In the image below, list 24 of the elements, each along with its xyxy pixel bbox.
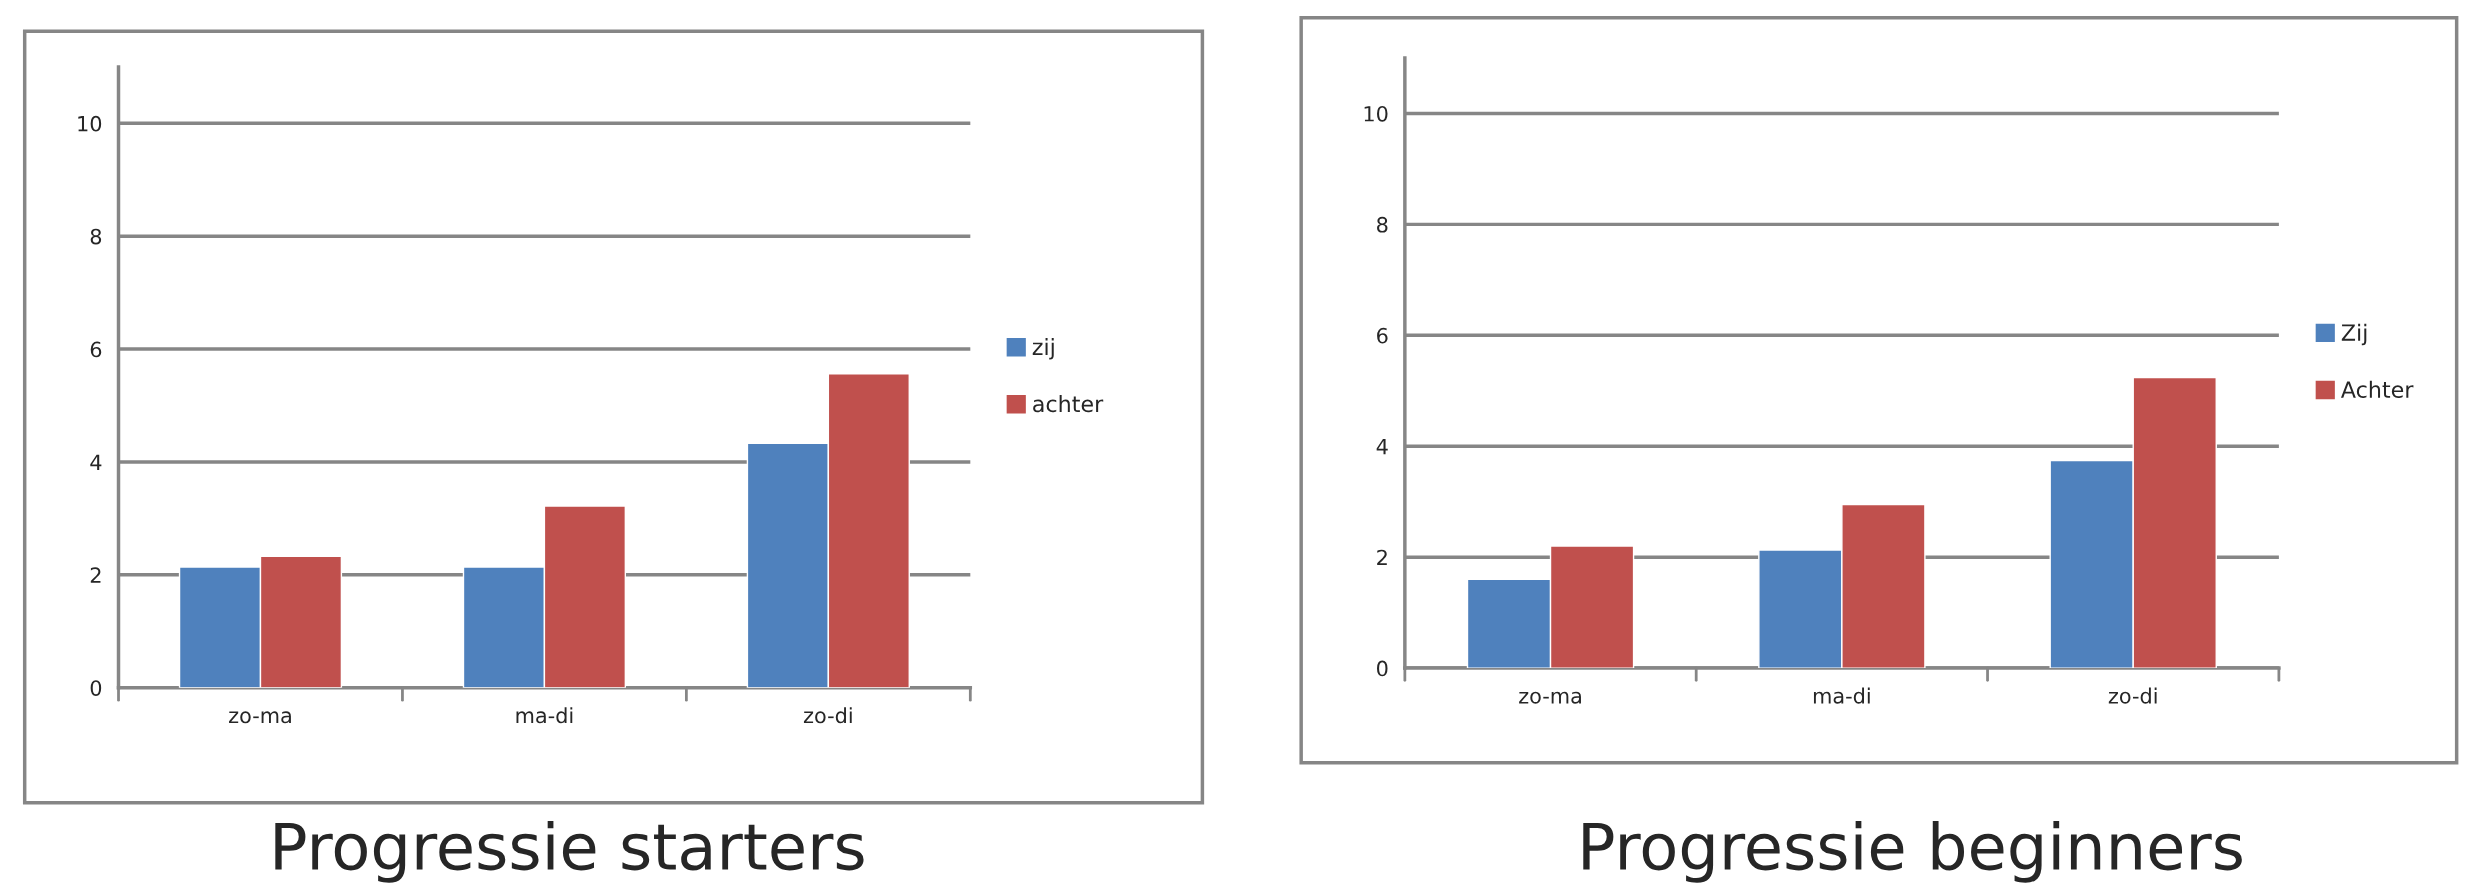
- y-tick-label: 0: [1377, 660, 1388, 677]
- legend-label: zij: [1032, 338, 1054, 360]
- y-tick-label: 8: [1377, 216, 1388, 233]
- x-tick-label: ma-di: [1813, 687, 1870, 704]
- legend-label: Achter: [2340, 380, 2414, 399]
- text: Progressie beginners: [1583, 820, 2242, 883]
- y-tick-label: 8: [90, 228, 102, 245]
- y-tick-label: 10: [1364, 105, 1388, 122]
- x-tick-label: zo-ma: [229, 711, 291, 724]
- x-tick-label: zo-ma: [1519, 691, 1581, 704]
- x-tick-label: zo-di: [803, 707, 852, 724]
- legend-label: achter: [1033, 395, 1104, 413]
- y-tick-label: 2: [90, 567, 101, 583]
- y-tick-label: 4: [90, 454, 102, 470]
- y-tick-label: 6: [90, 341, 102, 358]
- x-tick-label: ma-di: [516, 707, 573, 724]
- y-tick-label: 10: [78, 115, 102, 132]
- x-tick-label: zo-di: [2108, 687, 2157, 704]
- y-tick-label: 0: [90, 680, 102, 696]
- y-tick-label: 2: [1377, 549, 1387, 566]
- text: Progressie starters: [275, 820, 864, 883]
- y-tick-label: 4: [1376, 438, 1388, 455]
- y-tick-label: 6: [1377, 327, 1388, 344]
- legend-label: Zij: [2341, 323, 2367, 346]
